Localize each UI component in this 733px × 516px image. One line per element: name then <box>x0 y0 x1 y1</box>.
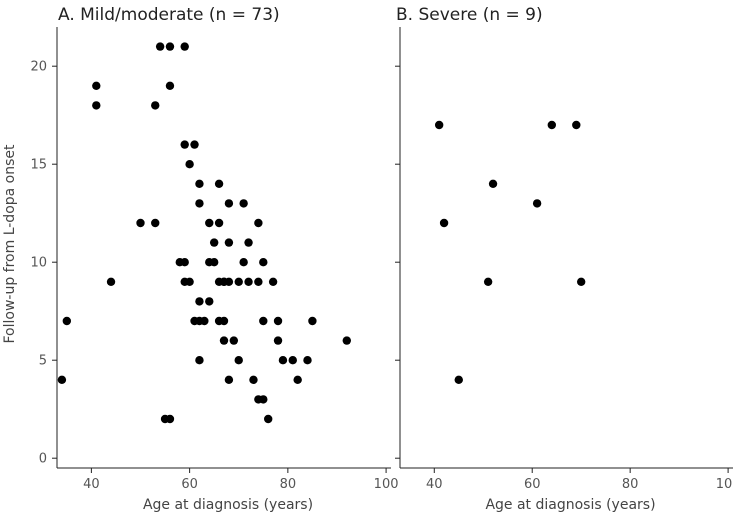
x-tick-label: 100 <box>716 477 733 492</box>
data-point <box>62 316 72 326</box>
data-point <box>254 277 263 286</box>
data-point <box>165 81 175 91</box>
data-point <box>180 140 189 149</box>
y-tick-label: 0 <box>39 452 47 467</box>
data-point <box>224 375 234 384</box>
data-point <box>151 218 160 228</box>
data-point <box>219 316 229 326</box>
data-point <box>308 316 317 326</box>
data-point <box>195 297 204 306</box>
data-point <box>439 218 449 228</box>
data-point <box>205 297 214 306</box>
y-tick-label: 10 <box>30 256 47 271</box>
data-point <box>268 277 278 286</box>
data-point <box>209 258 219 267</box>
data-point <box>195 179 204 188</box>
data-point <box>185 277 194 286</box>
data-point <box>57 375 67 384</box>
data-point <box>205 218 214 228</box>
data-point <box>214 218 224 228</box>
x-tick-label: 40 <box>83 477 100 492</box>
data-point <box>224 199 234 208</box>
data-point <box>190 140 199 149</box>
data-point <box>254 218 263 228</box>
data-point <box>209 238 219 247</box>
x-tick-label: 100 <box>374 477 399 492</box>
data-point <box>165 42 175 51</box>
data-point <box>180 258 189 267</box>
data-point <box>200 316 209 326</box>
data-point <box>293 375 302 384</box>
data-point <box>234 277 243 286</box>
data-point <box>92 81 101 91</box>
data-point <box>273 336 283 345</box>
x-axis-label: Age at diagnosis (years) <box>485 497 655 513</box>
data-point <box>180 42 189 51</box>
data-point <box>165 414 175 424</box>
panel-severe: B. Severe (n = 9) 40 60 80 100 Age at diagnos… <box>395 5 733 513</box>
data-point <box>288 356 297 365</box>
data-point <box>434 120 444 130</box>
data-point <box>273 316 283 326</box>
data-point <box>547 120 557 130</box>
panel-title: B. Severe (n = 9) <box>396 5 543 25</box>
data-point <box>576 277 586 286</box>
data-point <box>234 356 243 365</box>
x-tick-label: 40 <box>426 477 443 492</box>
y-tick-label: 15 <box>30 158 47 173</box>
data-point <box>264 414 273 424</box>
data-point <box>136 218 145 228</box>
data-point <box>229 336 239 345</box>
data-point <box>239 258 248 267</box>
data-point <box>244 238 253 247</box>
data-point <box>106 277 116 286</box>
data-point <box>155 42 165 51</box>
data-point <box>532 199 542 208</box>
data-point <box>259 258 268 267</box>
x-tick-label: 80 <box>280 477 297 492</box>
data-point <box>195 199 204 208</box>
x-axis-label: Age at diagnosis (years) <box>143 497 313 513</box>
data-point <box>92 101 101 110</box>
data-point <box>185 160 194 169</box>
x-tick-label: 80 <box>622 477 639 492</box>
data-point <box>244 277 253 286</box>
data-point <box>151 101 160 110</box>
y-axis-label: Follow-up from L-dopa onset <box>2 144 18 344</box>
data-point <box>572 120 581 130</box>
data-point <box>259 395 268 404</box>
x-tick-label: 60 <box>181 477 198 492</box>
data-point <box>342 336 351 345</box>
x-tick-label: 60 <box>524 477 541 492</box>
y-tick-label: 20 <box>30 60 47 75</box>
data-point <box>483 277 493 286</box>
data-point <box>239 199 248 208</box>
y-tick-label: 5 <box>39 354 47 369</box>
data-point <box>224 238 234 247</box>
data-point <box>259 316 268 326</box>
data-point <box>195 356 204 365</box>
panel-mild-moderate: A. Mild/moderate (n = 73) 0 5 10 15 20 40 60 80 1… <box>30 5 398 513</box>
data-point <box>219 277 229 286</box>
panel-title: A. Mild/moderate (n = 73) <box>58 5 280 25</box>
data-point <box>214 179 224 188</box>
data-point <box>454 375 463 384</box>
data-point <box>488 179 498 188</box>
data-point <box>249 375 258 384</box>
data-point <box>278 356 288 365</box>
data-point <box>219 336 229 345</box>
data-point <box>303 356 312 365</box>
